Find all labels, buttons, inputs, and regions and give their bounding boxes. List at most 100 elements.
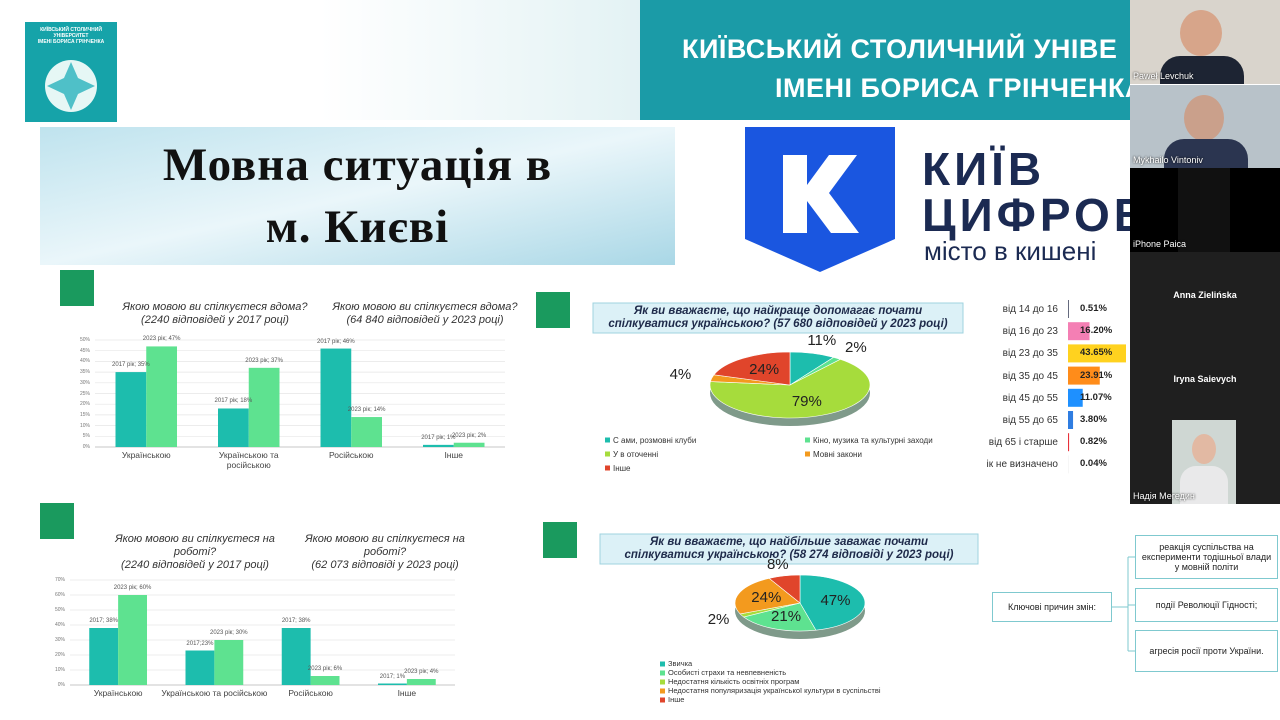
slide-title: м. Києві: [265, 201, 450, 253]
legend-label: Недостатня кількість освітніх програм: [668, 677, 800, 686]
y-tick-label: 5%: [82, 433, 90, 440]
legend-swatch: [605, 451, 610, 457]
value-label: 43.65%: [1080, 347, 1113, 359]
participant-name: Mykhailo Vintoniv: [1133, 155, 1203, 165]
value-label: 2%: [844, 338, 867, 356]
value-label: 2023 рік; 6%: [307, 666, 343, 672]
bar: [351, 417, 382, 447]
participant-name: Paweł Levchuk: [1133, 71, 1194, 81]
pie-slice: [768, 574, 801, 604]
legend-swatch: [805, 437, 810, 443]
bar: [89, 628, 119, 685]
value-label: 79%: [791, 392, 822, 410]
bar: [115, 372, 147, 447]
x-tick-label: Українською: [93, 688, 143, 698]
header-gradient: [320, 0, 640, 120]
y-tick-label: 10%: [54, 667, 65, 673]
y-tick-label: 40%: [54, 622, 65, 628]
title-box: [599, 533, 979, 565]
kyiv-digital-tagline: місто в кишені: [924, 236, 1097, 266]
chart-title: роботі?: [173, 546, 217, 558]
small-logo: [543, 522, 577, 558]
chart-title: спілкуватися українською? (57 680 відпов…: [608, 318, 948, 330]
legend-label: С ами, розмовні клуби: [613, 436, 697, 445]
legend-label: Мовні закони: [813, 450, 862, 459]
logo-text: КИЇВСЬКИЙ СТОЛИЧНИЙ УНІВЕРСИТЕТ: [40, 27, 102, 39]
bar: [1068, 433, 1070, 452]
value-label: 2023 рік; 60%: [113, 585, 152, 591]
value-label: 11%: [807, 331, 837, 349]
y-tick-label: 45%: [79, 347, 90, 354]
chart-title: Як ви вважаєте, що найкраще допомагає по…: [633, 305, 923, 317]
legend-label: Інше: [668, 695, 685, 704]
chart-title: Якою мовою ви спілкуєтеся на: [115, 533, 275, 545]
value-label: 2017 рік; 35%: [112, 362, 150, 369]
chart-title: Якою мовою ви спілкуєтеся на: [305, 533, 465, 545]
value-label: 2023 рік; 47%: [142, 336, 181, 343]
legend-label: Звичка: [668, 659, 693, 668]
y-tick-label: 10%: [79, 422, 90, 429]
value-label: 2017;23%: [186, 640, 214, 647]
bar: [423, 444, 454, 447]
reason-item: агресія росії проти України.: [1135, 630, 1278, 672]
kyiv-digital-name: ЦИФРОВ: [922, 189, 1152, 241]
bar: [1068, 388, 1083, 407]
bar: [118, 595, 147, 685]
legend-label: Недостатня популяризація української кул…: [668, 686, 881, 695]
legend-label: У в оточенні: [613, 450, 659, 459]
y-tick-label: 50%: [54, 607, 65, 613]
y-tick-label: 40%: [79, 358, 90, 365]
value-label: 2017 рік; 1%: [421, 434, 456, 441]
video-tile[interactable]: Iryna Saievych: [1130, 336, 1280, 420]
participant-name: Anna Zielińska: [1173, 290, 1237, 300]
logo-text: ІМЕНІ БОРИСА ГРІНЧЕНКА: [37, 39, 105, 45]
value-label: 2023 рік; 37%: [245, 357, 283, 364]
participant-name: Iryna Saievych: [1173, 374, 1237, 384]
y-tick-label: 20%: [54, 652, 65, 658]
x-tick-label: Інше: [397, 688, 417, 698]
avatar-head: [1180, 10, 1222, 56]
y-tick-label: 20%: [79, 401, 90, 408]
reasons-label: Ключові причин змін:: [992, 592, 1112, 622]
bar: [310, 676, 340, 685]
chart-title: Якою мовою ви спілкуєтеся вдома?: [332, 301, 518, 313]
y-tick-label: 70%: [54, 577, 65, 583]
pie-slice: [734, 578, 801, 615]
bar: [185, 650, 215, 685]
avatar-body: [1160, 56, 1244, 84]
value-label: 0.51%: [1080, 303, 1107, 314]
category-label: від 65 і старше: [988, 437, 1058, 449]
bar: [1068, 411, 1074, 429]
avatar-head: [1192, 434, 1216, 464]
reason-item: події Революції Гідності;: [1135, 588, 1278, 622]
value-label: 2017 рік; 18%: [214, 398, 253, 405]
x-tick-label: Російською: [288, 688, 333, 698]
video-tile[interactable]: Надія Мегедин: [1130, 420, 1280, 504]
value-label: 2017; 1%: [379, 673, 406, 680]
legend-swatch: [605, 437, 610, 443]
chart-title: (64 840 відповідей у 2023 році): [346, 314, 504, 326]
video-tile[interactable]: Mykhailo Vintoniv: [1130, 85, 1280, 168]
legend-label: Інше: [613, 464, 631, 473]
title-box: [40, 127, 675, 265]
video-tile[interactable]: Paweł Levchuk: [1130, 0, 1280, 84]
chart-title: (2240 відповідей у 2017 році): [121, 559, 269, 571]
logo-star: [47, 62, 95, 110]
value-label: 21%: [771, 608, 802, 626]
logo-caption: КИЇВСЬКИЙ СТОЛИЧНИЙ УНІВЕРСИТЕТ ІМЕНІ БО…: [30, 27, 112, 45]
category-label: від 14 до 16: [1002, 304, 1058, 315]
y-tick-label: 0%: [57, 682, 65, 688]
video-tile[interactable]: Anna Zielińska: [1130, 252, 1280, 336]
video-tile[interactable]: iPhone Paica: [1130, 168, 1280, 252]
legend-swatch: [660, 661, 665, 667]
bar: [1068, 322, 1090, 341]
value-label: 3.80%: [1080, 414, 1107, 425]
small-logo: [536, 292, 570, 328]
value-label: 2023 рік; 4%: [404, 669, 439, 675]
chart-title: Як ви вважаєте, що найбільше заважає поч…: [649, 536, 929, 548]
y-tick-label: 0%: [82, 444, 90, 450]
kyiv-k: [783, 155, 859, 233]
bar: [214, 640, 244, 685]
